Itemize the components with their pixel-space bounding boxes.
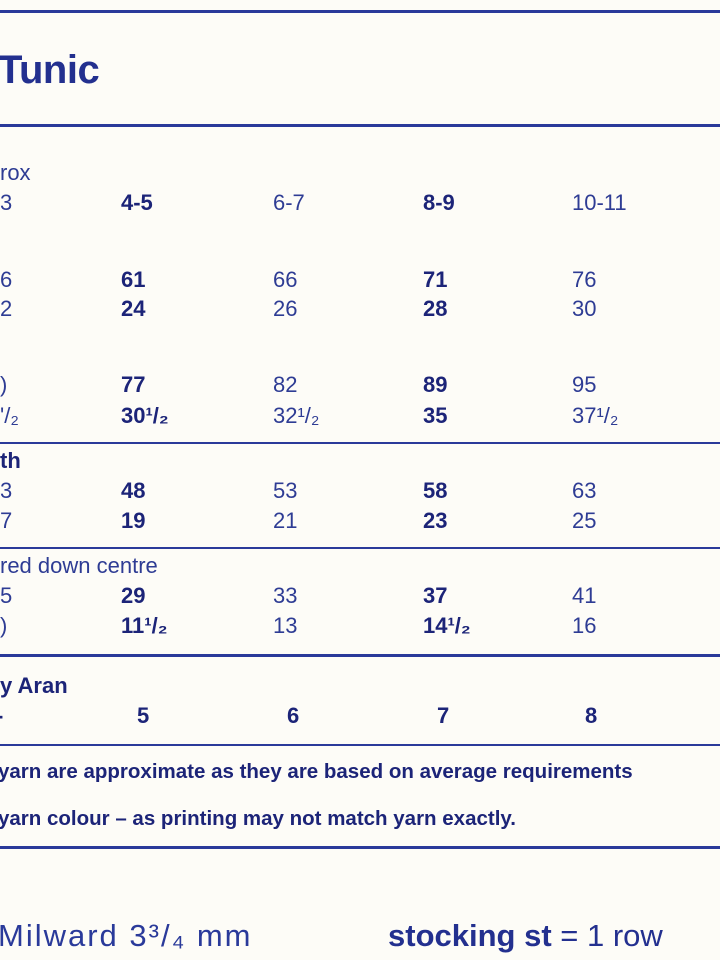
sleeve-cm-first: 5 (0, 583, 13, 608)
chest-in: 26 (273, 296, 298, 321)
note-line: yarn colour – as printing may not match … (0, 807, 516, 830)
yarn-balls: 6 (287, 703, 300, 728)
title-rule (0, 124, 720, 127)
chest-cm: 76 (572, 267, 597, 292)
actual-cm: 82 (273, 372, 298, 397)
actual-in-first: '/₂ (0, 403, 19, 428)
yarn-balls: 8 (585, 703, 598, 728)
size-value: 10-11 (572, 190, 627, 215)
tension-text: stocking st = 1 row (388, 918, 663, 954)
tension-label: stocking st (388, 918, 552, 953)
tension-value: = 1 row (551, 918, 663, 953)
actual-cm: 77 (121, 372, 146, 397)
note-line: yarn are approximate as they are based o… (0, 760, 633, 783)
length-in: 21 (273, 508, 298, 533)
chest-cm: 66 (273, 267, 298, 292)
size-label: rox (0, 160, 31, 185)
actual-in: 32¹/₂ (273, 403, 320, 428)
size-value: 4-5 (121, 190, 153, 215)
length-cm: 53 (273, 478, 298, 503)
length-cm-first: 3 (0, 478, 13, 503)
size-value: 6-7 (273, 190, 305, 215)
actual-in: 30¹/₂ (121, 403, 169, 428)
sleeve-in: 14¹/₂ (423, 613, 471, 638)
size-first: 3 (0, 190, 13, 215)
sleeve-cm: 33 (273, 583, 298, 608)
sleeve-in: 11¹/₂ (121, 613, 168, 638)
bottom-rule (0, 846, 720, 849)
section-rule (0, 654, 720, 657)
sleeve-in-first: ) (0, 613, 8, 638)
length-cm: 63 (572, 478, 597, 503)
chest-in-first: 2 (0, 296, 13, 321)
sleeve-in: 16 (572, 613, 597, 638)
actual-in: 37¹/₂ (572, 403, 619, 428)
chest-cm-first: 6 (0, 267, 13, 292)
chest-in: 30 (572, 296, 597, 321)
chest-in: 28 (423, 296, 448, 321)
yarn-first: - (0, 703, 3, 729)
chest-cm: 71 (423, 267, 448, 292)
actual-in: 35 (423, 403, 448, 428)
sleeve-cm: 29 (121, 583, 146, 608)
sleeve-in: 13 (273, 613, 298, 638)
length-in: 23 (423, 508, 448, 533)
yarn-balls: 5 (137, 703, 150, 728)
needle-size-text: Milward 3³/₄ mm (0, 918, 253, 953)
section-rule (0, 442, 720, 444)
length-cm: 58 (423, 478, 448, 503)
yarn-label: y Aran (0, 673, 68, 698)
top-rule (0, 10, 720, 13)
size-value: 8-9 (423, 190, 455, 215)
sleeve-cm: 37 (423, 583, 448, 608)
sleeve-cm: 41 (572, 583, 597, 608)
length-in-first: 7 (0, 508, 13, 533)
length-in: 19 (121, 508, 146, 533)
actual-cm: 95 (572, 372, 597, 397)
yarn-balls: 7 (437, 703, 450, 728)
length-in: 25 (572, 508, 597, 533)
length-cm: 48 (121, 478, 146, 503)
actual-cm-first: ) (0, 372, 8, 397)
length-label: th (0, 448, 21, 473)
page-title: Tunic (0, 48, 100, 92)
section-rule (0, 744, 720, 746)
chest-cm: 61 (121, 267, 146, 292)
sleeve-label: red down centre (0, 553, 158, 578)
section-rule (0, 547, 720, 549)
actual-cm: 89 (423, 372, 448, 397)
chest-in: 24 (121, 296, 146, 321)
